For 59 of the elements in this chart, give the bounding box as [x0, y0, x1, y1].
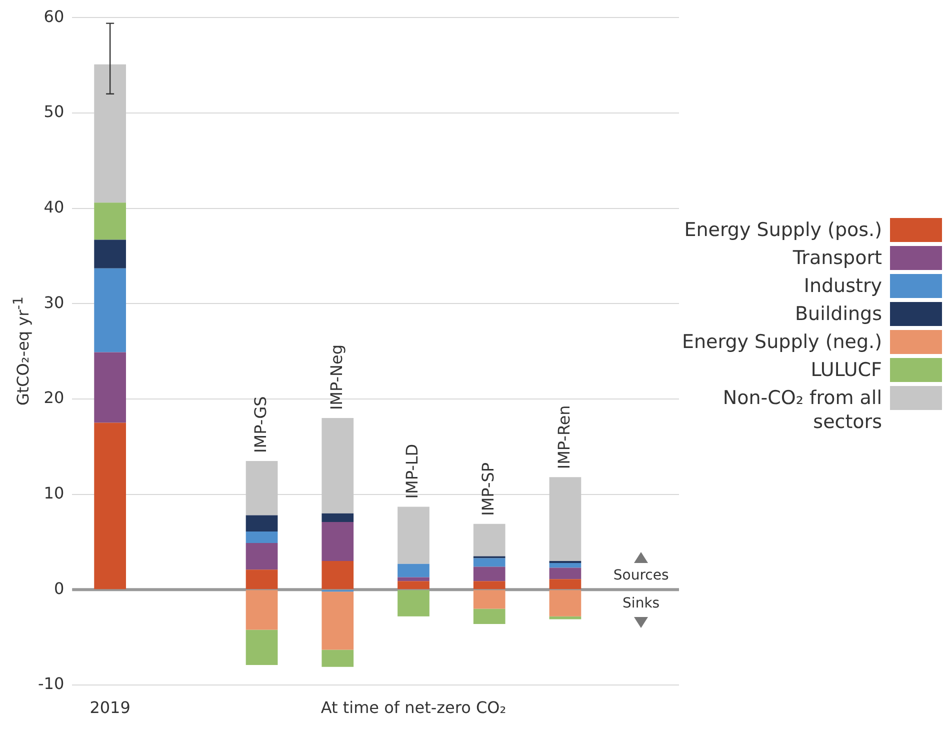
annotation: Sinks	[622, 595, 660, 612]
bar	[398, 581, 430, 590]
bar	[473, 581, 506, 590]
bar	[398, 506, 430, 564]
bar	[473, 608, 506, 624]
x-tick-label: IMP-Neg	[326, 344, 346, 410]
legend-label: Energy Supply (neg.)	[682, 330, 882, 354]
bar	[322, 522, 354, 562]
bar	[94, 64, 126, 203]
bar	[473, 524, 506, 556]
y-tick-label: 20	[44, 388, 64, 408]
bar	[246, 542, 278, 570]
annotation: Sources	[613, 567, 669, 584]
bar	[94, 268, 126, 352]
legend-label: Industry	[804, 274, 882, 298]
bar	[322, 561, 354, 590]
y-tick-label: 0	[54, 578, 64, 598]
y-tick-label: 30	[44, 292, 64, 312]
y-tick-label: 60	[44, 6, 64, 26]
bar	[94, 352, 126, 423]
legend-label: Non-CO₂ from all sectors	[722, 386, 882, 434]
bar	[246, 460, 278, 516]
bar	[549, 477, 582, 562]
bar	[473, 590, 506, 609]
legend-label: Energy Supply (pos.)	[684, 218, 882, 242]
bar	[246, 570, 278, 590]
bar	[246, 630, 278, 665]
bar	[398, 590, 430, 616]
bar	[322, 592, 354, 650]
bar	[322, 418, 354, 514]
bar	[246, 590, 278, 630]
legend-label: Transport	[792, 246, 882, 270]
y-tick-label: -10	[38, 674, 64, 694]
bar	[549, 579, 582, 590]
bar	[549, 568, 582, 580]
bar	[549, 590, 582, 616]
bar	[473, 566, 506, 582]
bar	[322, 513, 354, 522]
x-tick-label: 2019	[90, 698, 130, 718]
x-tick-label: IMP-SP	[478, 462, 498, 516]
x-tick-label: IMP-LD	[402, 444, 422, 499]
bar	[94, 202, 126, 240]
bar	[473, 558, 506, 567]
bar	[246, 532, 278, 543]
bar	[398, 577, 430, 582]
y-tick-label: 40	[44, 197, 64, 216]
bar	[398, 564, 430, 578]
bar	[94, 240, 126, 268]
bar	[549, 562, 582, 568]
x-tick-label: IMP-Ren	[554, 405, 574, 470]
bar	[322, 650, 354, 667]
bar	[94, 422, 126, 590]
legend-label: LULUCF	[810, 358, 882, 382]
x-tick-label: IMP-GS	[250, 396, 270, 453]
y-tick-label: 50	[44, 102, 64, 122]
y-tick-label: 10	[44, 483, 64, 502]
legend-label: Buildings	[795, 302, 882, 326]
text: At time of net-zero CO₂	[320, 698, 506, 718]
bar	[246, 515, 278, 532]
